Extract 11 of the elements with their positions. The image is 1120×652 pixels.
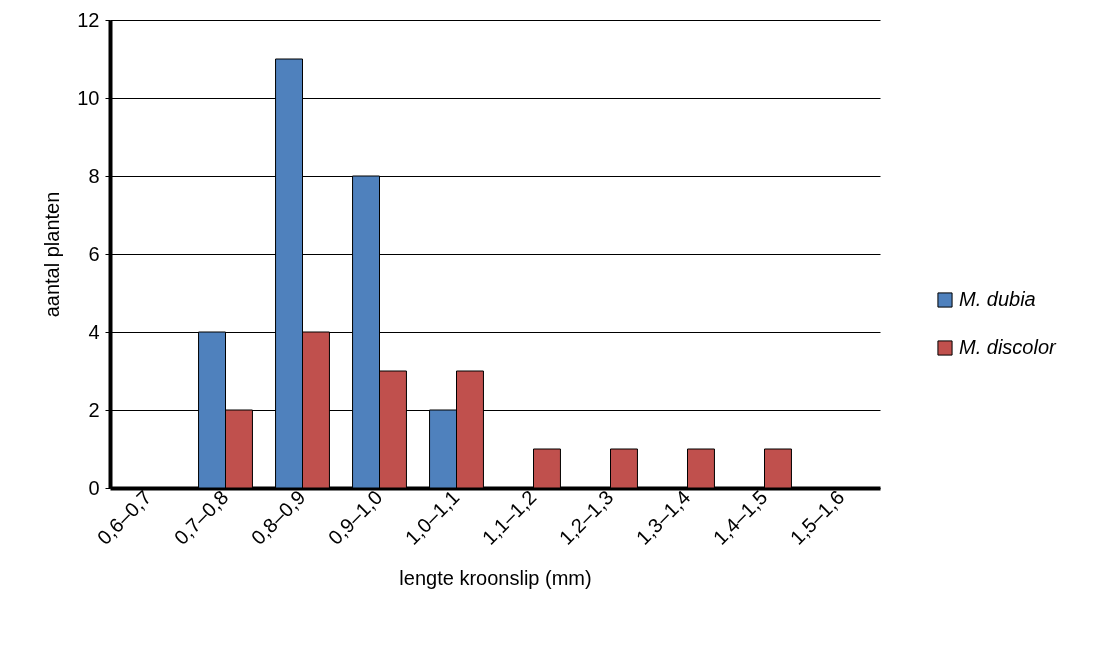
y-tick-label: 10: [77, 86, 100, 109]
legend-label: M. discolor: [959, 336, 1058, 358]
y-tick-label: 0: [88, 476, 100, 499]
y-tick-label: 6: [88, 242, 100, 265]
y-tick-label: 12: [77, 8, 100, 31]
x-axis-title: lengte kroonslip (mm): [399, 566, 592, 589]
y-tick-label: 2: [88, 398, 100, 421]
legend-label: M. dubia: [959, 288, 1036, 310]
y-tick-label: 4: [88, 320, 100, 343]
y-axis-title: aantal planten: [41, 191, 64, 318]
y-tick-label: 8: [88, 164, 100, 187]
